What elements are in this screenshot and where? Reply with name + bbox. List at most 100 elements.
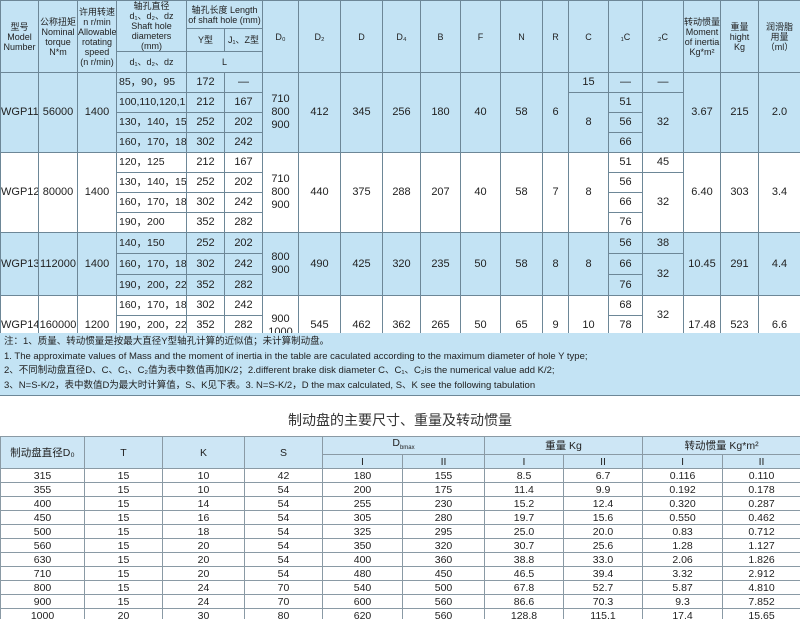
length-y: 352 bbox=[186, 212, 225, 233]
model: WGP11 bbox=[0, 72, 39, 153]
cell: 305 bbox=[322, 510, 403, 526]
cell: 180 bbox=[322, 468, 403, 484]
cell: 15 bbox=[84, 566, 163, 582]
cell: 600 bbox=[322, 594, 403, 610]
length-j: — bbox=[224, 72, 263, 93]
header-dim: C bbox=[568, 0, 609, 73]
length-j: 282 bbox=[224, 274, 263, 296]
header-s: S bbox=[244, 435, 323, 470]
data-row: 500 15 18 54 325 295 25.0 20.0 0.83 0.712 bbox=[0, 524, 800, 540]
dim: 6 bbox=[542, 72, 569, 153]
cell: 9.3 bbox=[642, 594, 724, 610]
subheader: II bbox=[563, 454, 644, 470]
cell: 630 bbox=[0, 552, 85, 568]
shaft-hole: 160，170，180 bbox=[116, 132, 187, 153]
cell: 15 bbox=[84, 580, 163, 596]
cell: 70 bbox=[244, 594, 323, 610]
cell: 20 bbox=[162, 538, 245, 554]
header-weight: 重量 Kg bbox=[484, 435, 644, 456]
cell: 320 bbox=[401, 538, 486, 554]
cell: 400 bbox=[0, 496, 85, 512]
dim: 7 bbox=[542, 152, 569, 233]
c1: 51 bbox=[608, 152, 643, 173]
data-row: 800 15 24 70 540 500 67.8 52.7 5.87 4.810 bbox=[0, 580, 800, 596]
grease: 2.0 bbox=[758, 72, 800, 153]
dim: 345 bbox=[340, 72, 383, 153]
length-y: 302 bbox=[186, 295, 225, 316]
data-row: 160，170，180 302 242 66 bbox=[1, 132, 800, 153]
c: 8 bbox=[568, 152, 609, 233]
cell: 24 bbox=[162, 594, 245, 610]
note-line: 1. The approximate values of Mass and th… bbox=[4, 350, 588, 362]
cell: 15 bbox=[84, 524, 163, 540]
header-speed-line: n r/min bbox=[83, 16, 111, 27]
length-y: 252 bbox=[186, 172, 225, 193]
header-shaft-hole-sub: d₁、d₂、dz bbox=[116, 51, 187, 73]
cell: 54 bbox=[244, 510, 323, 526]
model: WGP13 bbox=[0, 232, 39, 296]
cell: 86.6 bbox=[484, 594, 565, 610]
cell: 230 bbox=[401, 496, 486, 512]
cell: 0.712 bbox=[722, 524, 800, 540]
header-speed-line: (n r/min) bbox=[80, 56, 114, 67]
d0-line: 710 bbox=[271, 173, 290, 185]
cell: 15.2 bbox=[484, 496, 565, 512]
cell: 12.4 bbox=[563, 496, 644, 512]
data-row: WGP11 56000 1400 85，90，95 172—710 800 900 412 34… bbox=[0, 72, 800, 153]
cell: 15 bbox=[84, 552, 163, 568]
length-y: 212 bbox=[186, 152, 225, 173]
cell: 8.5 bbox=[484, 468, 565, 484]
c: 8 bbox=[568, 232, 609, 296]
cell: 30 bbox=[162, 608, 245, 619]
c2: 38 bbox=[642, 232, 684, 254]
data-row: 160，170，180 302 242 66 32 bbox=[1, 253, 800, 296]
grease: 3.4 bbox=[758, 152, 800, 233]
weight: 291 bbox=[720, 232, 759, 296]
header-inertia: 转动惯量 Kg*m² bbox=[642, 435, 800, 456]
data-row: 1000 20 30 80 620 560 128.8 115.1 17.4 15.65 bbox=[0, 608, 800, 619]
header-dbmax-sub: bmax bbox=[399, 445, 415, 452]
cell: 42 bbox=[244, 468, 323, 484]
dim: 425 bbox=[340, 232, 383, 296]
cell: 52.7 bbox=[563, 580, 644, 596]
cell: 11.4 bbox=[484, 482, 565, 498]
cell: 70.3 bbox=[563, 594, 644, 610]
cell: 1.826 bbox=[722, 552, 800, 568]
dim: 58 bbox=[500, 72, 543, 153]
subheader: II bbox=[401, 454, 486, 470]
cell: 500 bbox=[0, 524, 85, 540]
header-t: T bbox=[84, 435, 163, 470]
header-speed: 许用转速 n r/min Allowable rotating speed (n r/… bbox=[77, 0, 117, 73]
header-dim: F bbox=[460, 0, 501, 73]
header-model: 型号 Model Number bbox=[0, 0, 39, 73]
header-k: K bbox=[162, 435, 245, 470]
cell: 0.550 bbox=[642, 510, 724, 526]
header-torque-line: 公称扭矩 bbox=[39, 16, 76, 27]
header-shaft-hole-line: (mm) bbox=[141, 41, 162, 51]
header-weight-line: Kg bbox=[733, 41, 745, 52]
cell: 620 bbox=[322, 608, 403, 619]
cell: 360 bbox=[401, 552, 486, 568]
cell: 560 bbox=[401, 594, 486, 610]
header-model-line: Number bbox=[3, 41, 36, 52]
length-j: 242 bbox=[224, 192, 263, 213]
d0-line: 710 bbox=[271, 93, 290, 105]
cell: 16 bbox=[162, 510, 245, 526]
c1: 78 bbox=[608, 315, 643, 336]
cell: 15.6 bbox=[563, 510, 644, 526]
c1: 76 bbox=[608, 274, 643, 296]
header-shaft-hole-line: Shaft hole diameters bbox=[131, 21, 172, 41]
cell: 54 bbox=[244, 538, 323, 554]
dim: 375 bbox=[340, 152, 383, 233]
dim: 58 bbox=[500, 152, 543, 233]
header-grease-line: （ml） bbox=[765, 41, 794, 52]
torque: 56000 bbox=[38, 72, 78, 153]
shaft-hole: 85，90，95 bbox=[116, 72, 187, 93]
header-model-line: 型号 bbox=[10, 21, 29, 32]
header-dbmax-main: D bbox=[392, 437, 400, 449]
cell: 80 bbox=[244, 608, 323, 619]
c1: 76 bbox=[608, 212, 643, 233]
cell: 900 bbox=[0, 594, 85, 610]
cell: 1.127 bbox=[722, 538, 800, 554]
